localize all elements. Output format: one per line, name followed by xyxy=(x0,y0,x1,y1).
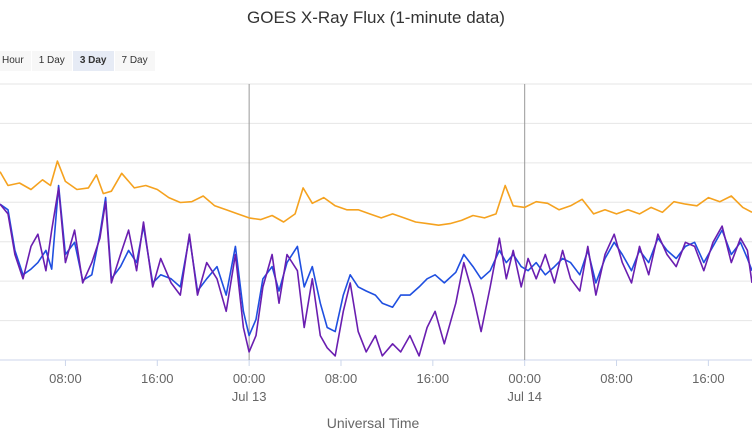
range-7-day-button[interactable]: 7 Day xyxy=(114,51,155,71)
range-selector: Hour 1 Day 3 Day 7 Day xyxy=(0,51,156,71)
x-axis-label: Universal Time xyxy=(327,415,420,431)
range-1-day-button[interactable]: 1 Day xyxy=(31,51,72,71)
x-tick-date-label: Jul 13 xyxy=(232,389,267,404)
chart-title: GOES X-Ray Flux (1-minute data) xyxy=(247,8,505,27)
x-tick-label: 00:00 xyxy=(508,371,541,386)
x-tick-label: 08:00 xyxy=(325,371,358,386)
x-tick-label: 16:00 xyxy=(141,371,174,386)
x-tick-label: 08:00 xyxy=(49,371,82,386)
series-line-2 xyxy=(0,187,752,357)
x-axis: 08:00 16:00 00:00 Jul 13 08:00 16:00 00:00 Jul … xyxy=(49,360,725,404)
grid xyxy=(0,83,752,361)
range-hour-button[interactable]: Hour xyxy=(0,51,31,71)
series-line-1 xyxy=(0,184,752,337)
x-tick-label: 16:00 xyxy=(692,371,725,386)
x-tick-date-label: Jul 14 xyxy=(507,389,542,404)
x-tick-label: 00:00 xyxy=(233,371,266,386)
plot-series xyxy=(0,160,752,357)
range-3-day-button[interactable]: 3 Day xyxy=(72,51,114,71)
x-tick-label: 16:00 xyxy=(417,371,450,386)
series-line-0 xyxy=(0,160,752,226)
x-tick-label: 08:00 xyxy=(600,371,633,386)
